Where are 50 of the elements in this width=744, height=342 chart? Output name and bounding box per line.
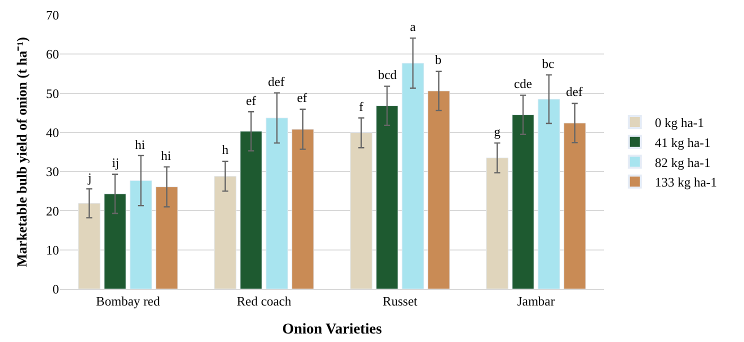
data-label: hi [135, 137, 146, 152]
y-tick-label: 50 [46, 86, 59, 101]
bar [402, 62, 424, 289]
bar [538, 98, 560, 289]
data-label: h [222, 142, 229, 157]
x-tick-label: Red coach [236, 294, 292, 309]
data-label: cde [514, 76, 532, 91]
y-tick-label: 0 [52, 282, 59, 297]
bar [292, 129, 314, 289]
y-axis-title: Marketable bulb yield of onion (t ha⁻¹) [16, 36, 31, 268]
data-label: ef [297, 90, 308, 105]
data-label: g [494, 124, 501, 139]
data-label: ij [112, 155, 120, 170]
bar [240, 131, 262, 289]
legend-label: 0 kg ha-1 [654, 115, 704, 130]
data-label: hi [161, 148, 172, 163]
y-tick-label: 20 [46, 203, 59, 218]
data-label: a [410, 19, 416, 34]
bar [266, 118, 288, 289]
y-tick-label: 10 [46, 242, 59, 258]
bar [156, 186, 178, 289]
data-label: ef [246, 93, 257, 108]
bar [376, 106, 398, 289]
x-tick-label: Bombay red [96, 294, 160, 309]
data-label: def [566, 84, 584, 99]
x-tick-label: Russet [382, 294, 418, 309]
bar [428, 90, 450, 289]
y-tick-label: 60 [46, 46, 59, 62]
y-tick-label: 30 [46, 164, 59, 180]
data-label: bc [542, 56, 554, 71]
bar [512, 114, 534, 289]
bar [486, 158, 508, 289]
data-label: def [268, 74, 286, 89]
data-label: b [435, 52, 442, 67]
bar [564, 122, 586, 289]
data-label: j [87, 170, 92, 185]
data-label: f [359, 99, 364, 114]
legend-label: 133 kg ha-1 [654, 174, 717, 190]
bar [214, 176, 236, 289]
legend-label: 41 kg ha-1 [654, 134, 710, 150]
x-axis-title: Onion Varieties [282, 322, 382, 338]
legend-label: 82 kg ha-1 [654, 154, 710, 170]
bar [104, 194, 126, 289]
y-tick-label: 70 [46, 8, 59, 23]
bar [78, 203, 100, 289]
bar [350, 132, 372, 289]
y-tick-label: 40 [46, 124, 59, 140]
bar [130, 180, 152, 289]
data-label: bcd [378, 67, 398, 82]
x-tick-label: Jambar [517, 294, 556, 309]
